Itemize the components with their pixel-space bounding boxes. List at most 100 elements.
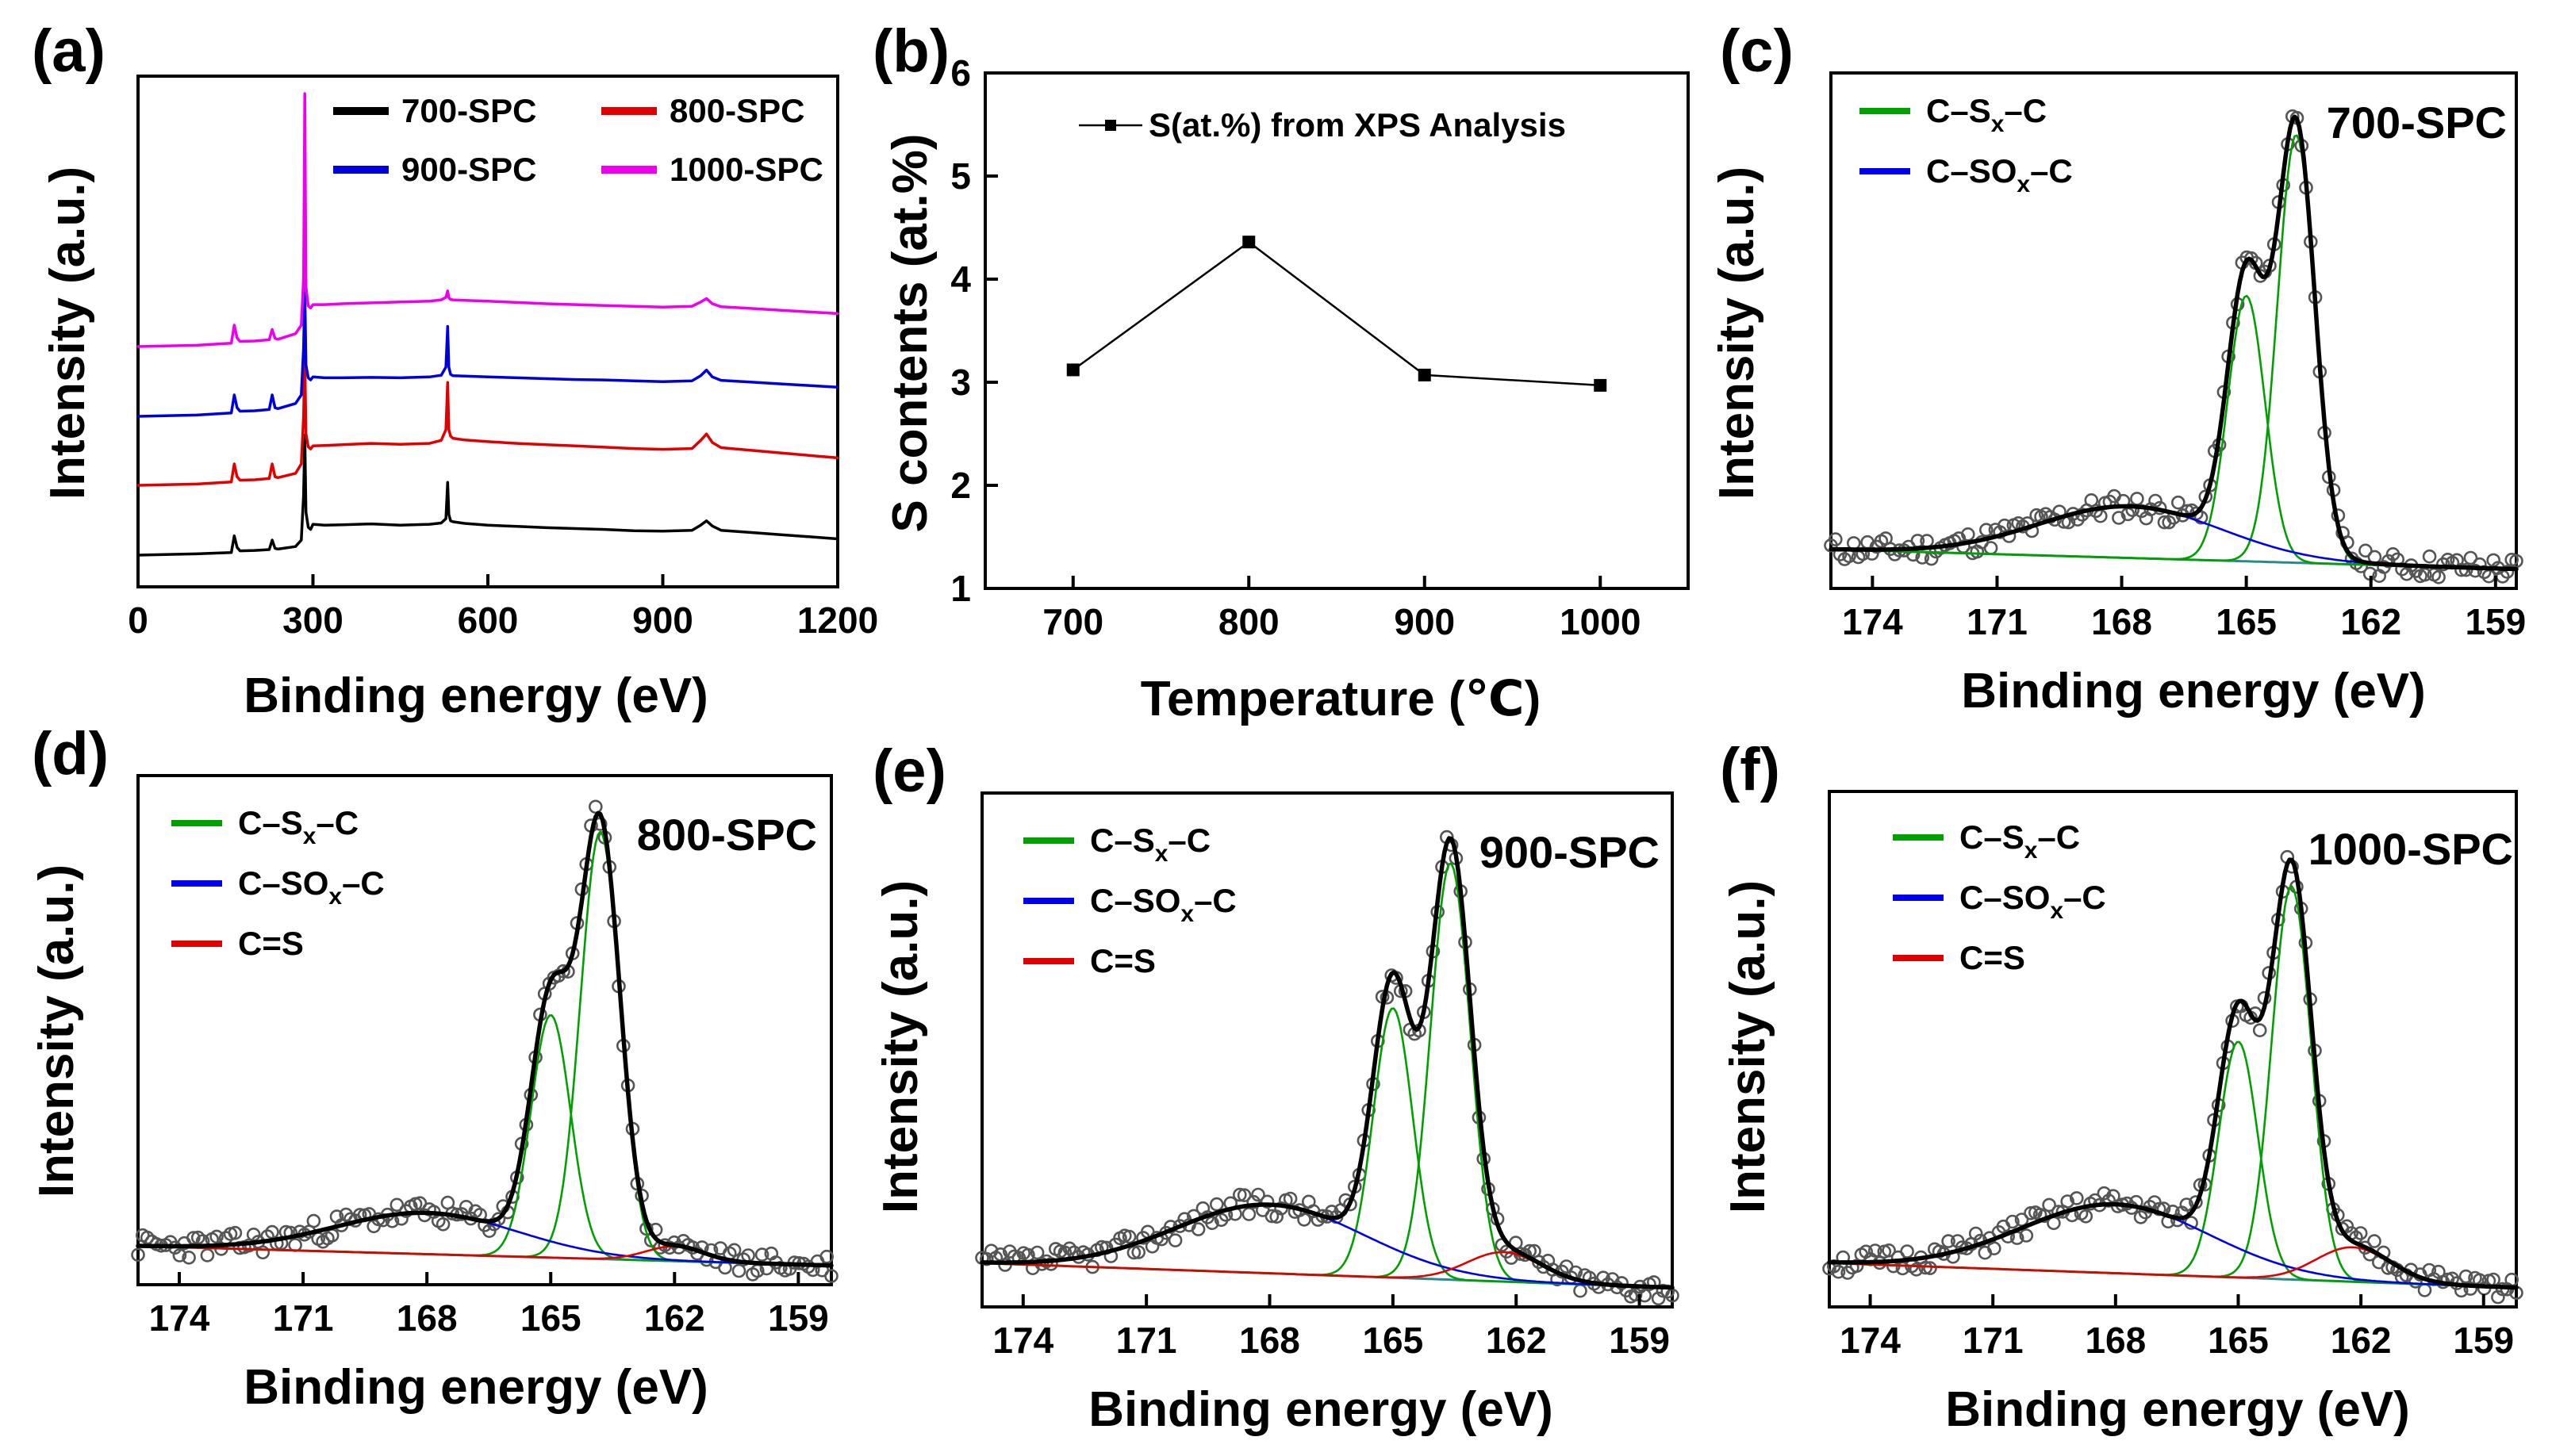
y-axis-title: Intensity (a.u.) — [40, 167, 95, 500]
x-axis-title: Binding energy (eV) — [244, 1360, 708, 1415]
data-point — [2112, 511, 2126, 525]
peak-C–Sx–C — [981, 862, 1674, 1289]
legend-label: C–Sx–C — [1090, 822, 1211, 867]
x-tick-label: 600 — [458, 600, 519, 641]
plot-frame — [1829, 71, 2518, 590]
plot-frame — [981, 791, 1674, 1308]
data-point — [824, 1269, 839, 1283]
data-point — [1066, 363, 1080, 377]
x-tick-label: 171 — [273, 1297, 334, 1339]
data-point — [1987, 1241, 2001, 1255]
y-tick-label: 1 — [950, 568, 971, 609]
data-point — [186, 1231, 201, 1245]
y-tick-label: 4 — [950, 259, 971, 300]
data-point — [172, 1248, 187, 1263]
legend-label-main: C–S — [1959, 818, 2024, 856]
x-axis-title: Binding energy (eV) — [244, 669, 708, 723]
x-tick-label: 0 — [128, 600, 148, 641]
data-point — [1168, 1233, 1183, 1247]
peak-C–Sx–C — [1829, 134, 2518, 570]
data-point — [819, 1249, 834, 1264]
data-point — [1900, 1244, 1914, 1259]
plot-frame — [136, 774, 833, 1286]
data-point — [1246, 1194, 1261, 1209]
data-point — [2078, 1209, 2093, 1224]
x-tick-label: 171 — [1963, 1320, 2024, 1361]
data-point — [1297, 1213, 1311, 1227]
x-tick-label: 165 — [2216, 601, 2277, 642]
x-axis-title: Binding energy (eV) — [1961, 664, 2426, 718]
legend-label-sub: x — [2017, 171, 2030, 197]
legend-label: C–Sx–C — [1926, 92, 2047, 137]
y-tick-label: 3 — [950, 362, 971, 403]
x-tick-label: 159 — [1609, 1320, 1670, 1361]
panel-c: 174 171 168 165 162 159 Binding energy (eV) Int… — [1710, 17, 2526, 718]
legend-label: C=S — [1090, 942, 1156, 979]
data-point — [182, 1251, 196, 1265]
data-point — [1859, 1244, 1873, 1259]
legend-label: 800-SPC — [670, 92, 804, 129]
y-axis-title: Intensity (a.u.) — [873, 880, 928, 1213]
data-point — [131, 1247, 145, 1263]
data-point — [200, 1248, 215, 1263]
data-point — [2353, 1226, 2368, 1240]
panel-f: 174 171 168 165 162 159 Binding energy (eV) Int… — [1720, 736, 2523, 1437]
data-point — [1831, 1264, 1846, 1279]
legend-label: S(at.%) from XPS Analysis — [1149, 106, 1566, 144]
x-tick-label: 162 — [2340, 601, 2401, 642]
data-point — [1251, 1187, 1265, 1202]
x-tick-label: 168 — [1239, 1320, 1300, 1361]
data-point — [2463, 550, 2478, 565]
y-axis-title: Intensity (a.u.) — [1721, 880, 1775, 1213]
panel-label: (c) — [1720, 17, 1794, 85]
data-point — [1283, 1191, 1298, 1206]
data-point — [1205, 1216, 1219, 1230]
legend-label-end: –C — [1194, 882, 1237, 919]
data-point — [2170, 1213, 2185, 1228]
y-axis-title: Intensity (a.u.) — [29, 864, 84, 1197]
peak-C–Sx–C — [1828, 885, 2518, 1289]
x-tick-label: 168 — [397, 1297, 458, 1339]
legend-label-sub: x — [328, 883, 342, 910]
legend-label-main: C–S — [238, 804, 303, 841]
data-point — [1122, 1229, 1137, 1244]
legend-label-main: C–S — [1090, 822, 1155, 859]
legend-label-end: –C — [316, 804, 359, 841]
data-point — [2019, 1228, 2034, 1243]
plot-frame — [984, 71, 1690, 590]
legend-label-main: C=S — [238, 925, 304, 962]
data-point — [1594, 378, 1607, 392]
legend-label: 1000-SPC — [670, 151, 823, 188]
panel-label: (a) — [32, 17, 106, 85]
panel-label: (f) — [1720, 736, 1780, 803]
x-axis-title: Binding energy (eV) — [1945, 1382, 2410, 1437]
legend-label-end: –C — [1168, 822, 1211, 859]
panel-a: 0 300 600 900 1200 Binding energy (eV) Intensi… — [32, 17, 878, 723]
x-tick-label: 162 — [644, 1297, 705, 1339]
data-point — [2500, 565, 2515, 579]
envelope-line — [980, 836, 1675, 1290]
data-point — [2417, 1283, 2432, 1297]
data-point — [2244, 251, 2258, 266]
x-tick-label: 900 — [632, 600, 693, 641]
legend-label-end: –C — [2004, 92, 2047, 129]
legend-label-sub: x — [1155, 841, 1169, 867]
x-tick-label: 171 — [1967, 601, 2028, 642]
x-tick-label: 300 — [282, 600, 343, 641]
series-line — [1072, 240, 1602, 387]
data-point — [1233, 1187, 1247, 1202]
legend-label-main: C–SO — [1926, 152, 2017, 190]
data-point — [2060, 1194, 2074, 1209]
data-point — [1961, 527, 1975, 542]
sample-label: 900-SPC — [1479, 827, 1660, 877]
data-point — [2162, 515, 2176, 530]
x-tick-label: 174 — [149, 1297, 210, 1339]
legend-label-end: –C — [2063, 879, 2106, 916]
legend-label: 700-SPC — [401, 92, 536, 129]
x-tick-label: 700 — [1042, 601, 1103, 642]
data-point — [1210, 1197, 1224, 1212]
data-point — [2418, 567, 2432, 582]
data-point — [2458, 1269, 2473, 1284]
legend-label: C–SOx–C — [238, 864, 385, 910]
